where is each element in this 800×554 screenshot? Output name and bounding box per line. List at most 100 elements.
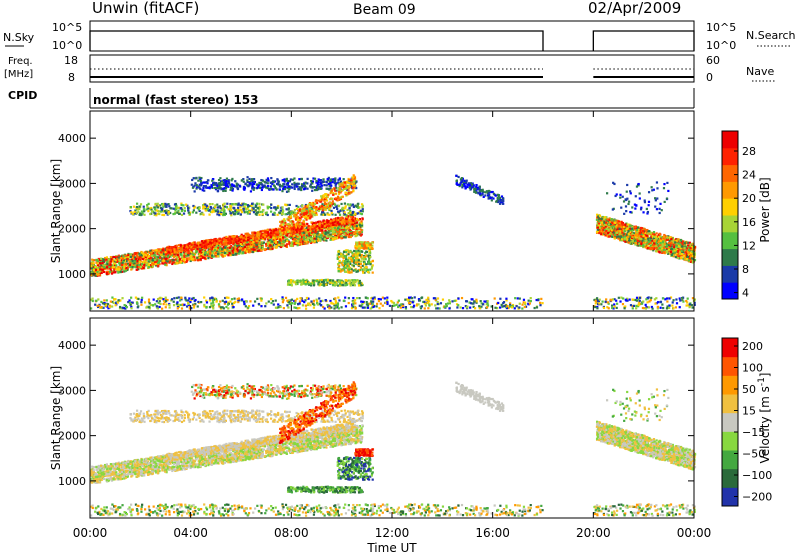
power-cell <box>292 231 295 234</box>
power-cell <box>183 249 186 252</box>
power-cell <box>105 256 109 259</box>
cpid-label: CPID <box>8 89 37 102</box>
power-cell <box>349 224 352 228</box>
power-cell <box>174 258 178 261</box>
power-cell <box>302 241 305 244</box>
power-cell <box>339 235 342 238</box>
power-cell <box>283 231 286 234</box>
power-cell <box>231 177 234 181</box>
power-cell <box>360 230 364 233</box>
power-cell <box>102 265 106 269</box>
power-cell <box>188 252 191 255</box>
power-cell <box>234 180 237 183</box>
power-cell <box>237 238 240 241</box>
power-cell <box>300 209 303 213</box>
power-cell <box>328 188 331 191</box>
power-cell <box>299 240 303 243</box>
power-cell <box>321 209 324 212</box>
power-cell <box>231 183 234 186</box>
power-cell <box>255 243 258 246</box>
power-cell <box>273 206 277 209</box>
power-cell <box>125 264 128 267</box>
power-cell <box>90 265 93 268</box>
power-cell <box>146 265 150 268</box>
power-cell <box>297 242 300 246</box>
power-cell <box>139 203 143 206</box>
power-cell <box>286 240 289 243</box>
power-cell <box>198 244 201 247</box>
power-cell <box>285 208 288 211</box>
power-cell <box>235 240 238 243</box>
power-cell <box>210 207 213 210</box>
power-cell <box>216 203 219 206</box>
power-cell <box>118 261 121 265</box>
power-cell <box>113 266 116 269</box>
power-cell <box>274 187 277 190</box>
power-cell <box>162 247 165 250</box>
power-cell <box>246 240 249 243</box>
power-cell <box>237 206 240 209</box>
power-cell <box>266 206 270 209</box>
power-cell <box>310 233 313 237</box>
power-cell <box>328 213 331 216</box>
power-cell <box>222 245 225 249</box>
power-cell <box>166 255 170 258</box>
power-cell <box>310 210 313 213</box>
power-cell <box>315 235 318 238</box>
power-cell <box>133 260 136 263</box>
power-cell <box>221 183 224 186</box>
power-cell <box>227 254 230 257</box>
power-cell <box>201 212 204 215</box>
power-cell <box>315 241 318 244</box>
power-cell <box>197 208 200 211</box>
power-cell <box>359 234 363 237</box>
power-cell <box>343 236 346 239</box>
nsky-tick-top: 10^5 <box>52 21 82 34</box>
power-cell <box>334 217 338 220</box>
power-cell <box>266 184 270 188</box>
power-cell <box>145 254 148 257</box>
power-cell <box>330 189 333 192</box>
power-cell <box>255 249 258 252</box>
power-cell <box>207 257 210 260</box>
date-label: 02/Apr/2009 <box>588 0 681 17</box>
power-cell <box>352 205 355 209</box>
power-cell <box>109 263 112 266</box>
power-cell <box>278 183 282 186</box>
power-cell <box>233 238 236 241</box>
power-cell <box>126 262 129 266</box>
power-cell <box>353 254 356 257</box>
power-cell <box>160 257 163 260</box>
power-cell <box>273 232 277 236</box>
power-cell <box>191 211 194 214</box>
power-cell <box>199 177 202 181</box>
power-cell <box>309 185 312 188</box>
power-cell <box>192 209 195 212</box>
power-cell <box>355 231 358 234</box>
power-cell <box>162 259 165 262</box>
power-cell <box>223 240 227 243</box>
power-cell <box>301 238 304 241</box>
power-cell <box>96 259 99 263</box>
power-cell <box>151 254 154 257</box>
power-cell <box>234 209 237 213</box>
power-cell <box>261 245 264 248</box>
power-cell <box>287 211 291 214</box>
power-cell <box>351 227 355 230</box>
power-cell <box>275 188 278 191</box>
power-cell <box>286 180 290 183</box>
power-cell <box>136 268 139 271</box>
power-cell <box>262 234 265 237</box>
power-cell <box>305 242 308 245</box>
power-cell <box>211 252 214 255</box>
power-cell <box>236 203 240 206</box>
power-cell <box>308 234 311 237</box>
power-cell <box>300 227 303 230</box>
power-cell <box>162 202 165 206</box>
power-cell <box>239 213 242 216</box>
power-cell <box>190 183 193 186</box>
power-cell <box>323 236 326 239</box>
power-cell <box>313 236 316 239</box>
power-cell <box>92 262 95 265</box>
